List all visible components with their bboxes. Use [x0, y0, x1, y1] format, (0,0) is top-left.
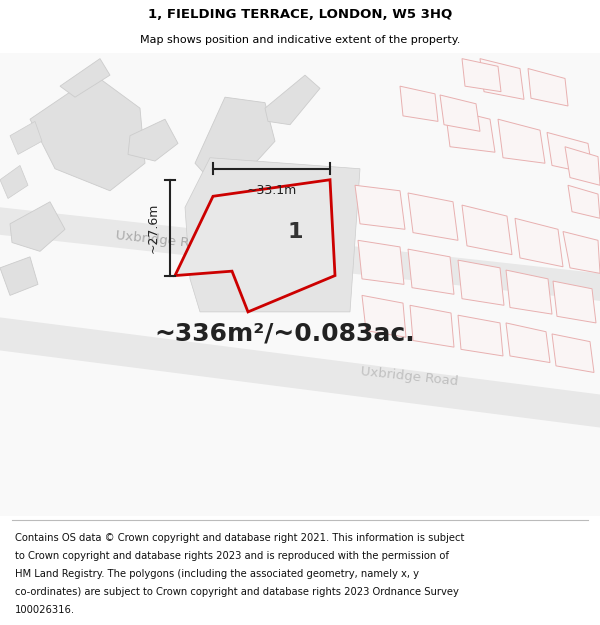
Polygon shape — [408, 249, 454, 294]
Polygon shape — [462, 59, 501, 92]
Polygon shape — [462, 205, 512, 254]
Polygon shape — [506, 323, 550, 362]
Polygon shape — [552, 334, 594, 372]
Text: to Crown copyright and database rights 2023 and is reproduced with the permissio: to Crown copyright and database rights 2… — [15, 551, 449, 561]
Polygon shape — [362, 296, 406, 338]
Polygon shape — [528, 69, 568, 106]
Polygon shape — [0, 257, 38, 296]
Polygon shape — [565, 147, 600, 185]
Polygon shape — [0, 166, 28, 199]
Text: Uxbridge Road: Uxbridge Road — [360, 366, 459, 389]
Polygon shape — [553, 281, 596, 323]
Polygon shape — [400, 86, 438, 121]
Polygon shape — [355, 185, 405, 229]
Text: co-ordinates) are subject to Crown copyright and database rights 2023 Ordnance S: co-ordinates) are subject to Crown copyr… — [15, 588, 459, 598]
Polygon shape — [480, 59, 524, 99]
Polygon shape — [515, 218, 563, 267]
Polygon shape — [506, 270, 552, 314]
Text: Map shows position and indicative extent of the property.: Map shows position and indicative extent… — [140, 35, 460, 45]
Polygon shape — [458, 315, 503, 356]
Text: ~336m²/~0.083ac.: ~336m²/~0.083ac. — [155, 322, 415, 346]
Polygon shape — [10, 202, 65, 251]
Polygon shape — [60, 59, 110, 97]
Polygon shape — [185, 158, 360, 312]
Polygon shape — [0, 208, 600, 301]
Text: ~33.1m: ~33.1m — [247, 184, 296, 197]
Polygon shape — [195, 97, 275, 180]
Text: Uxbridge Road: Uxbridge Road — [115, 229, 214, 252]
Polygon shape — [10, 121, 42, 154]
Polygon shape — [175, 180, 335, 312]
Text: Contains OS data © Crown copyright and database right 2021. This information is : Contains OS data © Crown copyright and d… — [15, 533, 464, 543]
Text: HM Land Registry. The polygons (including the associated geometry, namely x, y: HM Land Registry. The polygons (includin… — [15, 569, 419, 579]
Polygon shape — [408, 193, 458, 241]
Polygon shape — [128, 119, 178, 161]
Polygon shape — [358, 241, 404, 284]
Polygon shape — [265, 75, 320, 125]
Text: 1, FIELDING TERRACE, LONDON, W5 3HQ: 1, FIELDING TERRACE, LONDON, W5 3HQ — [148, 8, 452, 21]
Polygon shape — [445, 108, 495, 152]
Polygon shape — [498, 119, 545, 163]
Polygon shape — [0, 318, 600, 428]
Polygon shape — [563, 231, 600, 273]
Polygon shape — [30, 75, 145, 191]
Polygon shape — [440, 95, 480, 131]
Polygon shape — [410, 305, 454, 347]
Text: ~27.6m: ~27.6m — [147, 202, 160, 253]
Polygon shape — [568, 185, 600, 218]
Polygon shape — [547, 132, 593, 174]
Text: 100026316.: 100026316. — [15, 605, 75, 615]
Polygon shape — [458, 260, 504, 305]
Text: 1: 1 — [287, 221, 303, 241]
